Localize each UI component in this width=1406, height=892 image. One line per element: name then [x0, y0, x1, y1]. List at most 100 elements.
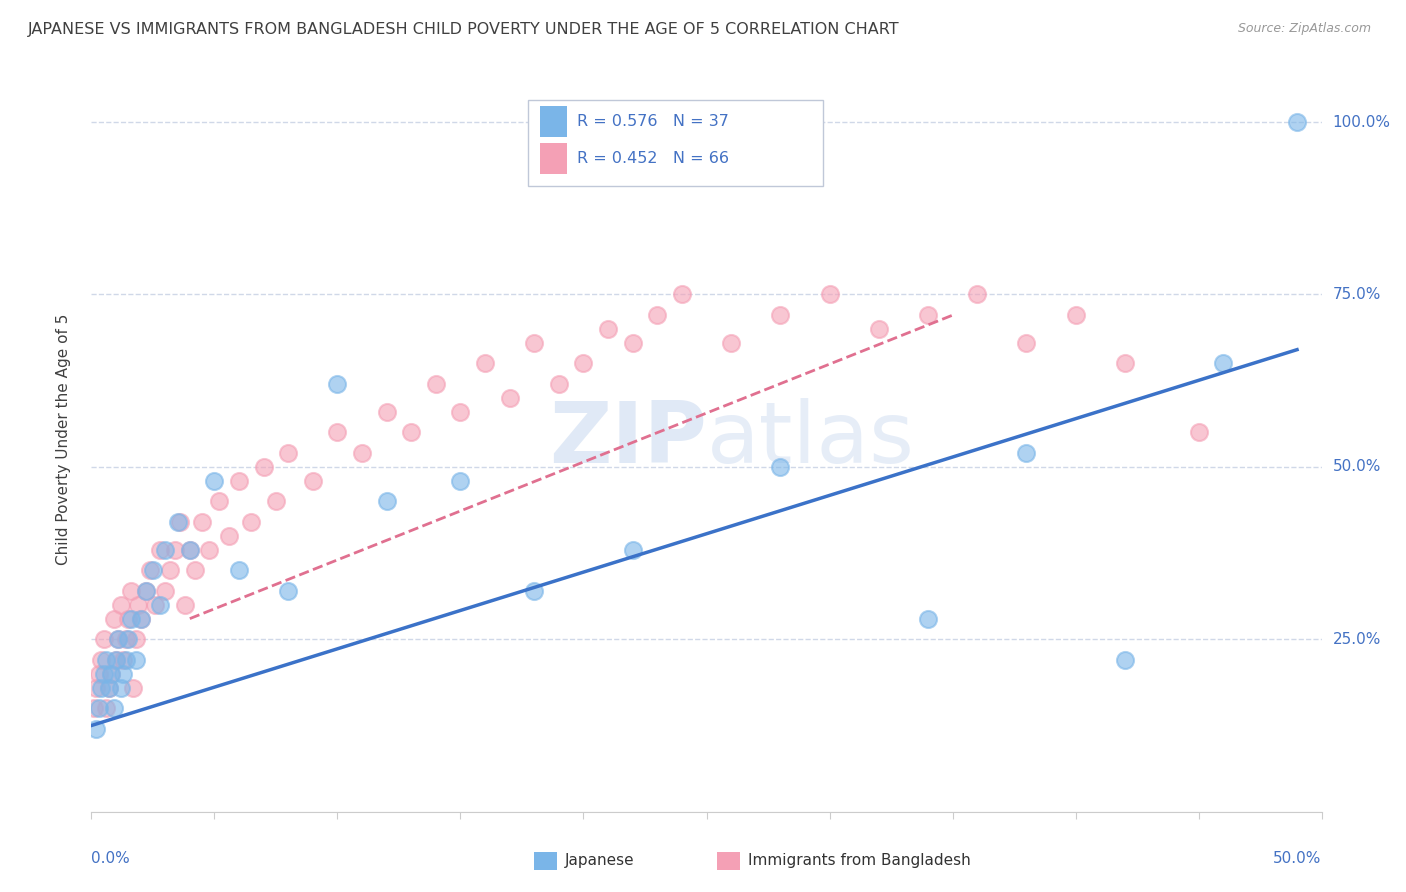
Point — [1114, 356, 1136, 370]
Point — [917, 612, 939, 626]
Point — [96, 701, 117, 715]
Point — [301, 474, 323, 488]
Point — [110, 681, 132, 695]
Text: 50.0%: 50.0% — [1274, 851, 1322, 865]
Text: 75.0%: 75.0% — [1333, 287, 1381, 302]
Point — [174, 598, 197, 612]
Point — [375, 405, 398, 419]
Point — [166, 515, 188, 529]
Point — [90, 681, 112, 695]
Point — [179, 542, 201, 557]
Point — [198, 542, 221, 557]
Point — [114, 632, 138, 647]
Point — [671, 287, 693, 301]
Point — [112, 653, 135, 667]
Point — [159, 563, 181, 577]
Point — [135, 584, 156, 599]
Point — [966, 287, 988, 301]
Point — [326, 377, 349, 392]
Point — [596, 322, 619, 336]
Point — [326, 425, 349, 440]
Point — [769, 308, 792, 322]
Point — [149, 542, 172, 557]
Point — [103, 612, 125, 626]
Text: JAPANESE VS IMMIGRANTS FROM BANGLADESH CHILD POVERTY UNDER THE AGE OF 5 CORRELAT: JAPANESE VS IMMIGRANTS FROM BANGLADESH C… — [28, 22, 900, 37]
Text: 50.0%: 50.0% — [1333, 459, 1381, 475]
Point — [127, 598, 149, 612]
Point — [142, 563, 165, 577]
Point — [139, 563, 162, 577]
Text: 25.0%: 25.0% — [1333, 632, 1381, 647]
Point — [179, 542, 201, 557]
Text: 0.0%: 0.0% — [91, 851, 131, 865]
Point — [129, 612, 152, 626]
Point — [425, 377, 447, 392]
Point — [474, 356, 496, 370]
Point — [769, 459, 792, 474]
Point — [153, 584, 177, 599]
Point — [153, 542, 177, 557]
Point — [818, 287, 841, 301]
Point — [105, 653, 127, 667]
Point — [87, 701, 110, 715]
Point — [352, 446, 374, 460]
Text: R = 0.452   N = 66: R = 0.452 N = 66 — [578, 151, 730, 166]
Point — [218, 529, 240, 543]
Point — [375, 494, 398, 508]
Point — [1064, 308, 1087, 322]
Point — [93, 666, 115, 681]
Point — [117, 612, 139, 626]
Point — [449, 474, 471, 488]
Point — [523, 584, 546, 599]
Text: atlas: atlas — [706, 398, 914, 481]
Point — [523, 335, 546, 350]
Point — [120, 612, 142, 626]
Point — [720, 335, 742, 350]
Point — [621, 542, 644, 557]
Point — [129, 612, 152, 626]
Point — [208, 494, 231, 508]
Point — [868, 322, 890, 336]
Point — [1212, 356, 1234, 370]
Point — [90, 653, 112, 667]
Point — [97, 681, 120, 695]
Point — [228, 474, 250, 488]
Point — [253, 459, 276, 474]
Text: R = 0.576   N = 37: R = 0.576 N = 37 — [578, 114, 730, 128]
Point — [1187, 425, 1209, 440]
Point — [124, 653, 146, 667]
Point — [97, 681, 120, 695]
Point — [122, 681, 145, 695]
FancyBboxPatch shape — [529, 101, 824, 186]
Point — [100, 666, 122, 681]
Point — [202, 474, 225, 488]
Point — [399, 425, 422, 440]
Point — [228, 563, 250, 577]
Text: Source: ZipAtlas.com: Source: ZipAtlas.com — [1237, 22, 1371, 36]
Point — [107, 632, 129, 647]
Point — [117, 632, 139, 647]
Point — [145, 598, 166, 612]
Point — [1015, 335, 1038, 350]
Text: Immigrants from Bangladesh: Immigrants from Bangladesh — [748, 854, 970, 868]
Point — [277, 584, 299, 599]
Point — [1285, 115, 1308, 129]
Point — [124, 632, 146, 647]
Point — [240, 515, 263, 529]
Point — [107, 632, 129, 647]
Point — [183, 563, 207, 577]
Point — [105, 653, 127, 667]
Point — [917, 308, 939, 322]
Point — [87, 666, 110, 681]
Point — [498, 391, 520, 405]
Text: Japanese: Japanese — [565, 854, 636, 868]
Y-axis label: Child Poverty Under the Age of 5: Child Poverty Under the Age of 5 — [56, 314, 70, 565]
Point — [86, 681, 108, 695]
Point — [114, 653, 138, 667]
Point — [149, 598, 172, 612]
Point — [86, 722, 108, 736]
Point — [96, 653, 117, 667]
Point — [169, 515, 191, 529]
Point — [135, 584, 156, 599]
Bar — [540, 143, 568, 174]
